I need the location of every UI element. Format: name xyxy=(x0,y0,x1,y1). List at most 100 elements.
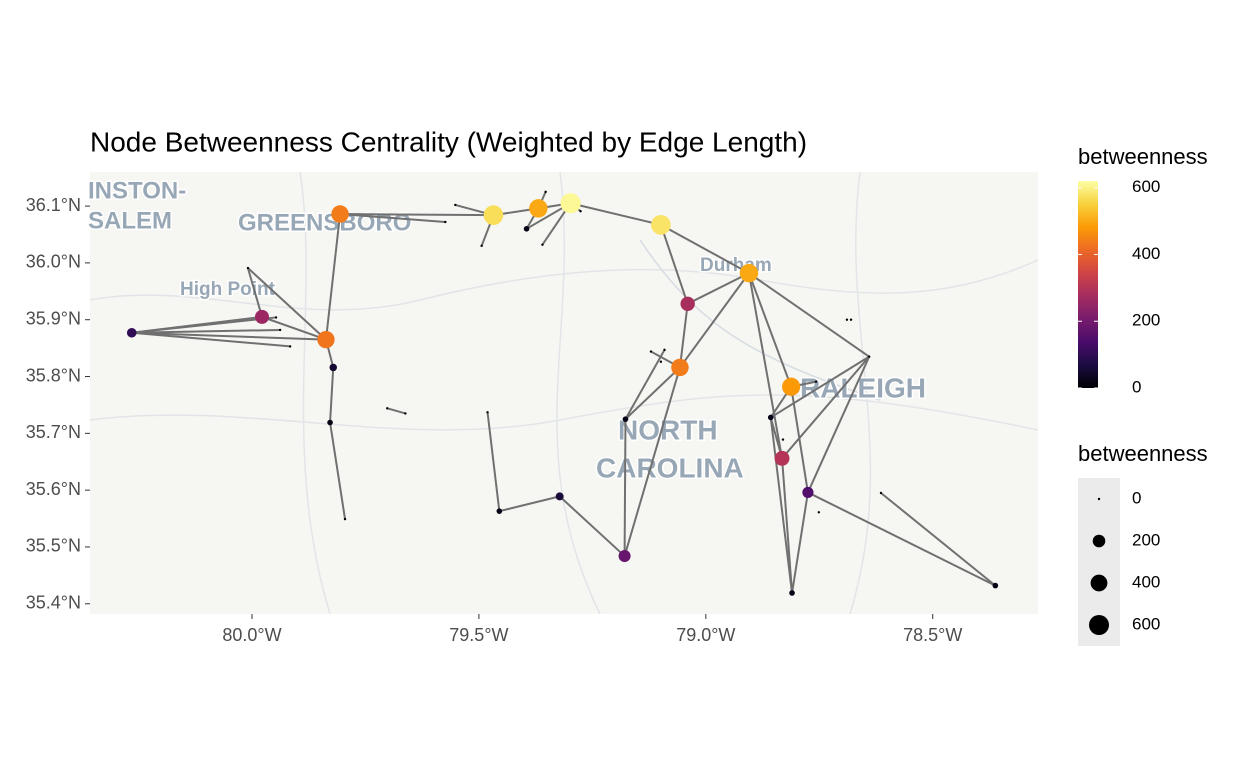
x-tick-label: 79.0°W xyxy=(676,625,735,645)
node xyxy=(555,492,564,501)
node xyxy=(817,511,821,514)
edge xyxy=(329,422,347,520)
edge xyxy=(261,315,327,341)
legend-title: betweenness xyxy=(1078,441,1208,466)
edge xyxy=(770,355,870,419)
x-tick-label: 78.5°W xyxy=(903,625,962,645)
size-key xyxy=(1090,574,1108,592)
edge xyxy=(660,223,750,275)
edge xyxy=(329,367,335,423)
node xyxy=(454,203,457,207)
node xyxy=(331,205,349,223)
x-tick-label: 79.5°W xyxy=(449,625,508,645)
chart-title: Node Betweenness Centrality (Weighted by… xyxy=(90,126,807,157)
edge xyxy=(807,356,871,493)
size-key xyxy=(1092,534,1106,548)
map-roads xyxy=(89,171,1039,615)
map-label: High Point xyxy=(180,279,276,300)
node xyxy=(541,243,544,246)
node xyxy=(992,582,999,589)
node xyxy=(560,193,581,214)
edge xyxy=(624,366,681,420)
node xyxy=(622,416,629,422)
node xyxy=(126,327,137,338)
edge xyxy=(781,355,870,459)
node xyxy=(343,517,347,521)
node xyxy=(444,220,447,224)
node xyxy=(246,266,250,270)
node xyxy=(782,377,801,396)
edge xyxy=(499,495,560,513)
edge xyxy=(247,267,327,341)
node xyxy=(802,486,814,499)
node xyxy=(767,414,774,421)
edge xyxy=(386,407,406,415)
node xyxy=(651,214,671,235)
node xyxy=(483,205,504,225)
node xyxy=(879,491,883,495)
edge xyxy=(659,224,689,305)
node xyxy=(404,412,407,415)
y-tick-label: 35.6°N xyxy=(26,479,81,499)
edge xyxy=(679,272,750,369)
edge xyxy=(131,328,281,334)
edge xyxy=(324,213,342,340)
color-bar xyxy=(1078,181,1098,388)
legend-label: 200 xyxy=(1132,311,1160,330)
y-tick-label: 35.5°N xyxy=(26,536,81,556)
node xyxy=(845,318,849,321)
map-label: SALEM xyxy=(88,207,172,234)
legend-label: 0 xyxy=(1132,488,1141,507)
node xyxy=(814,380,818,383)
edge xyxy=(781,458,794,594)
node xyxy=(523,226,530,232)
edge xyxy=(687,272,750,305)
map-label: RALEIGH xyxy=(800,372,926,403)
node xyxy=(486,411,489,414)
edge xyxy=(246,267,263,318)
x-tick-label: 80.0°W xyxy=(222,625,281,645)
legend-label: 400 xyxy=(1132,572,1160,591)
node xyxy=(480,244,483,248)
node xyxy=(781,438,785,441)
legend-label: 0 xyxy=(1132,377,1141,396)
node xyxy=(867,355,871,358)
node xyxy=(789,590,795,596)
edge xyxy=(486,412,501,512)
node xyxy=(278,328,282,332)
node xyxy=(386,407,389,410)
edge xyxy=(339,213,446,223)
edge xyxy=(131,331,327,341)
edge xyxy=(570,202,662,226)
edge xyxy=(807,491,996,587)
map-labels: INSTON- SALEM GREENSBORO High Point Durh… xyxy=(87,176,928,485)
y-tick-label: 36.0°N xyxy=(26,252,81,272)
legend-label: 400 xyxy=(1132,244,1160,263)
edge xyxy=(624,349,666,420)
node xyxy=(671,358,689,377)
node xyxy=(317,330,335,349)
node xyxy=(739,263,759,283)
node xyxy=(327,419,333,426)
y-tick-label: 36.1°N xyxy=(26,195,81,215)
legend-title: betweenness xyxy=(1078,144,1208,169)
y-tick-label: 35.9°N xyxy=(26,308,81,328)
node xyxy=(274,316,278,319)
edge xyxy=(131,331,291,348)
edge xyxy=(340,213,494,217)
node xyxy=(774,450,790,466)
edge xyxy=(791,492,809,594)
edge xyxy=(880,492,996,587)
node xyxy=(544,190,547,194)
edge xyxy=(748,272,870,358)
map-label: INSTON- xyxy=(88,177,186,204)
node xyxy=(496,508,503,514)
node xyxy=(579,210,582,213)
size-key xyxy=(1089,615,1109,635)
size-key xyxy=(1097,497,1101,501)
legend-label: 600 xyxy=(1132,177,1160,196)
node xyxy=(849,318,853,321)
edge xyxy=(769,417,794,594)
edge xyxy=(747,272,784,459)
